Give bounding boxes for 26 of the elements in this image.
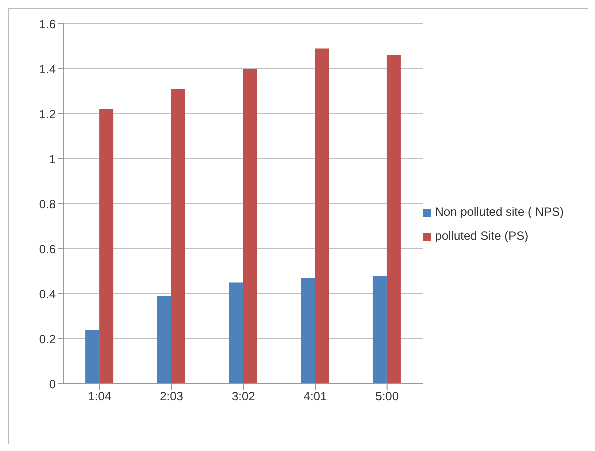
x-tick-label: 1:04 (88, 390, 112, 404)
y-tick-label: 0.2 (39, 332, 56, 346)
legend-label: polluted Site (PS) (435, 229, 529, 243)
x-tick-label: 2:03 (160, 390, 184, 404)
bar (315, 48, 330, 384)
bar (301, 278, 316, 384)
y-tick-label: 0 (49, 377, 56, 392)
bar (372, 276, 387, 384)
legend-label: Non polluted site ( NPS) (435, 205, 564, 219)
bar (157, 296, 172, 384)
y-tick-label: 0.8 (39, 197, 56, 212)
x-tick-label: 5:00 (376, 390, 400, 404)
bar (386, 56, 401, 384)
x-tick-label: 4:01 (304, 390, 328, 404)
bar (243, 69, 258, 384)
y-tick-label: 0.4 (39, 287, 56, 302)
y-tick-label: 1 (49, 152, 56, 166)
y-tick-label: 1.6 (39, 17, 56, 32)
y-tick-label: 1.4 (39, 62, 56, 76)
y-tick-label: 1.2 (39, 107, 56, 122)
y-tick-label: 0.6 (39, 242, 56, 256)
bar (86, 330, 100, 384)
bar (229, 282, 244, 384)
bar (171, 89, 186, 384)
x-tick-label: 3:02 (232, 390, 256, 404)
bar (100, 110, 114, 384)
